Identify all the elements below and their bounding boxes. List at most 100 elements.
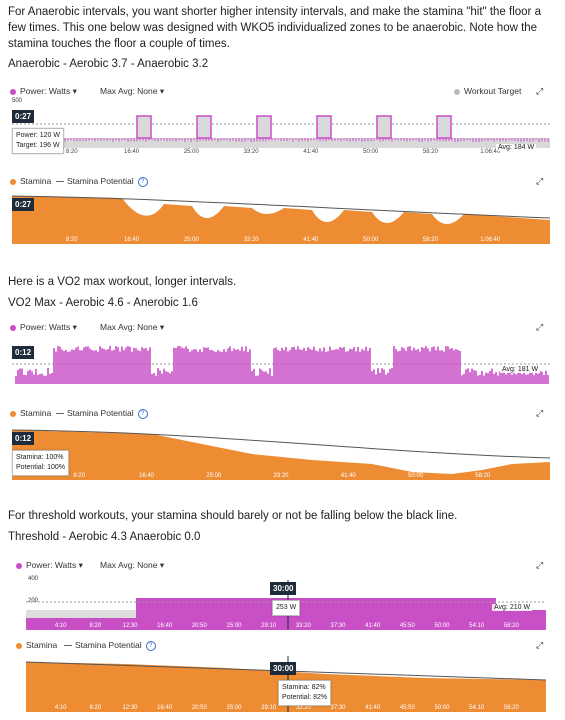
x-tick-label: 50:00 [408,387,424,393]
x-tick-label: 37:30 [330,623,346,629]
power-plot[interactable]: 8:20 16:40 25:00 33:20 41:40 50:00 58:20 1:06:4… [12,102,550,156]
x-tick-label: 25:00 [226,705,242,711]
threshold-paragraph: For threshold workouts, your stamina sho… [8,508,560,524]
section-2-title: VO2 Max - Aerobic 4.6 - Anerobic 1.6 [8,297,198,309]
expand-icon[interactable]: ⤢ [536,408,543,419]
stamina-legend[interactable]: Stamina [10,408,51,418]
expand-icon[interactable]: ⤢ [536,176,543,187]
time-badge: 0:12 [12,432,34,445]
x-tick-label: 16:40 [124,149,140,155]
time-badge: 0:12 [12,346,34,359]
x-tick-label: 58:20 [423,237,439,243]
x-tick-label: 45:50 [400,705,416,711]
stamina-legend[interactable]: Stamina [16,640,57,650]
x-tick-label: 58:20 [504,705,520,711]
time-badge: 30:00 [270,582,296,595]
x-tick-label: 41:40 [341,473,357,479]
x-tick-label: 29:10 [261,705,277,711]
power-plot[interactable]: 8:20 16:40 25:00 33:20 41:40 50:00 58:20 [12,338,550,394]
x-tick-label: 12:30 [122,705,138,711]
dot-icon [16,643,22,649]
intro-paragraph: For Anaerobic intervals, you want shorte… [8,4,560,52]
x-tick-label: 33:20 [296,623,312,629]
avg-label: Avg: 181 W [500,366,540,373]
max-avg-select[interactable]: Max Avg: None ▾ [100,560,164,571]
power-tooltip: 253 W [272,600,300,616]
section-3-power-chart: Power: Watts ▾ Max Avg: None ▾ ⤢ 400 200… [8,560,554,632]
dot-icon [10,411,16,417]
expand-icon[interactable]: ⤢ [536,86,543,97]
max-avg-select[interactable]: Max Avg: None ▾ [100,86,164,97]
x-tick-label: 41:40 [365,705,381,711]
stamina-tooltip: Stamina: 100% Potential: 100% [12,450,69,476]
dot-icon [454,89,460,95]
power-legend[interactable]: Power: Watts ▾ [10,86,77,97]
x-tick-label: 16:40 [157,623,173,629]
section-2-power-chart: Power: Watts ▾ Max Avg: None ▾ ⤢ 8:20 16:… [8,322,554,398]
x-tick-label: 58:20 [475,473,491,479]
x-tick-label: 33:20 [244,149,260,155]
x-tick-label: 8:20 [66,237,78,243]
workout-target-legend[interactable]: Workout Target [454,86,521,96]
stamina-area [12,196,550,244]
dot-icon [10,179,16,185]
x-tick-label: 58:20 [423,149,439,155]
x-tick-label: 8:20 [73,387,85,393]
power-tooltip: Power: 120 W Target: 196 W [12,128,64,154]
x-tick-label: 8:20 [89,623,101,629]
power-legend[interactable]: Power: Watts ▾ [16,560,83,571]
section-1-title: Anaerobic - Aerobic 3.7 - Anaerobic 3.2 [8,58,208,70]
x-tick-label: 25:00 [206,473,222,479]
info-icon[interactable]: ? [138,409,148,419]
stamina-tooltip: Stamina: 82% Potential: 82% [278,680,331,706]
x-tick-label: 37:30 [330,705,346,711]
expand-icon[interactable]: ⤢ [536,560,543,571]
stamina-potential-legend[interactable]: Stamina Potential? [56,176,148,187]
time-badge: 0:27 [12,198,34,211]
x-tick-label: 8:20 [73,473,85,479]
x-tick-label: 58:20 [504,623,520,629]
x-tick-label: 25:00 [226,623,242,629]
x-tick-label: 16:40 [124,237,140,243]
x-tick-label: 8:20 [89,705,101,711]
section-3-title: Threshold - Aerobic 4.3 Anaerobic 0.0 [8,531,200,543]
x-tick-label: 54:10 [469,705,485,711]
max-avg-select[interactable]: Max Avg: None ▾ [100,322,164,333]
avg-label: Avg: 210 W [492,604,532,611]
x-tick-label: 25:00 [184,149,200,155]
stamina-plot[interactable]: 8:20 16:40 25:00 33:20 41:40 50:00 58:20 [12,424,550,480]
section-3-stamina-chart: Stamina Stamina Potential? ⤢ 4:10 8:20 12:… [8,640,554,714]
x-tick-label: 41:40 [365,623,381,629]
expand-icon[interactable]: ⤢ [536,322,543,333]
info-icon[interactable]: ? [146,641,156,651]
x-tick-label: 54:10 [469,623,485,629]
x-tick-label: 20:50 [192,705,208,711]
expand-icon[interactable]: ⤢ [536,640,543,651]
x-tick-label: 50:00 [408,473,424,479]
x-tick-label: 16:40 [139,387,155,393]
avg-label: Avg: 184 W [496,144,536,151]
x-tick-label: 20:50 [192,623,208,629]
info-icon[interactable]: ? [138,177,148,187]
x-tick-label: 50:00 [434,623,450,629]
dot-icon [16,563,22,569]
stamina-potential-legend[interactable]: Stamina Potential? [64,640,156,651]
stamina-legend[interactable]: Stamina [10,176,51,186]
x-tick-label: 4:10 [55,623,67,629]
x-tick-label: 12:30 [122,623,138,629]
time-badge: 30:00 [270,662,296,675]
x-tick-label: 50:00 [363,149,379,155]
x-tick-label: 41:40 [341,387,357,393]
x-tick-label: 16:40 [157,705,173,711]
stamina-potential-legend[interactable]: Stamina Potential? [56,408,148,419]
stamina-plot[interactable]: 8:20 16:40 25:00 33:20 41:40 50:00 58:20 1:06:4… [12,190,550,244]
section-1-stamina-chart: Stamina Stamina Potential? ⤢ 8:20 16:40 25… [8,176,554,246]
x-tick-label: 50:00 [434,705,450,711]
x-tick-label: 1:06:40 [480,237,501,243]
x-tick-label: 41:40 [303,149,319,155]
x-tick-label: 33:20 [244,237,260,243]
x-tick-label: 33:20 [273,473,289,479]
section-1-power-chart: Power: Watts ▾ Max Avg: None ▾ Workout T… [8,86,554,162]
power-legend[interactable]: Power: Watts ▾ [10,322,77,333]
time-badge: 0:27 [12,110,34,123]
